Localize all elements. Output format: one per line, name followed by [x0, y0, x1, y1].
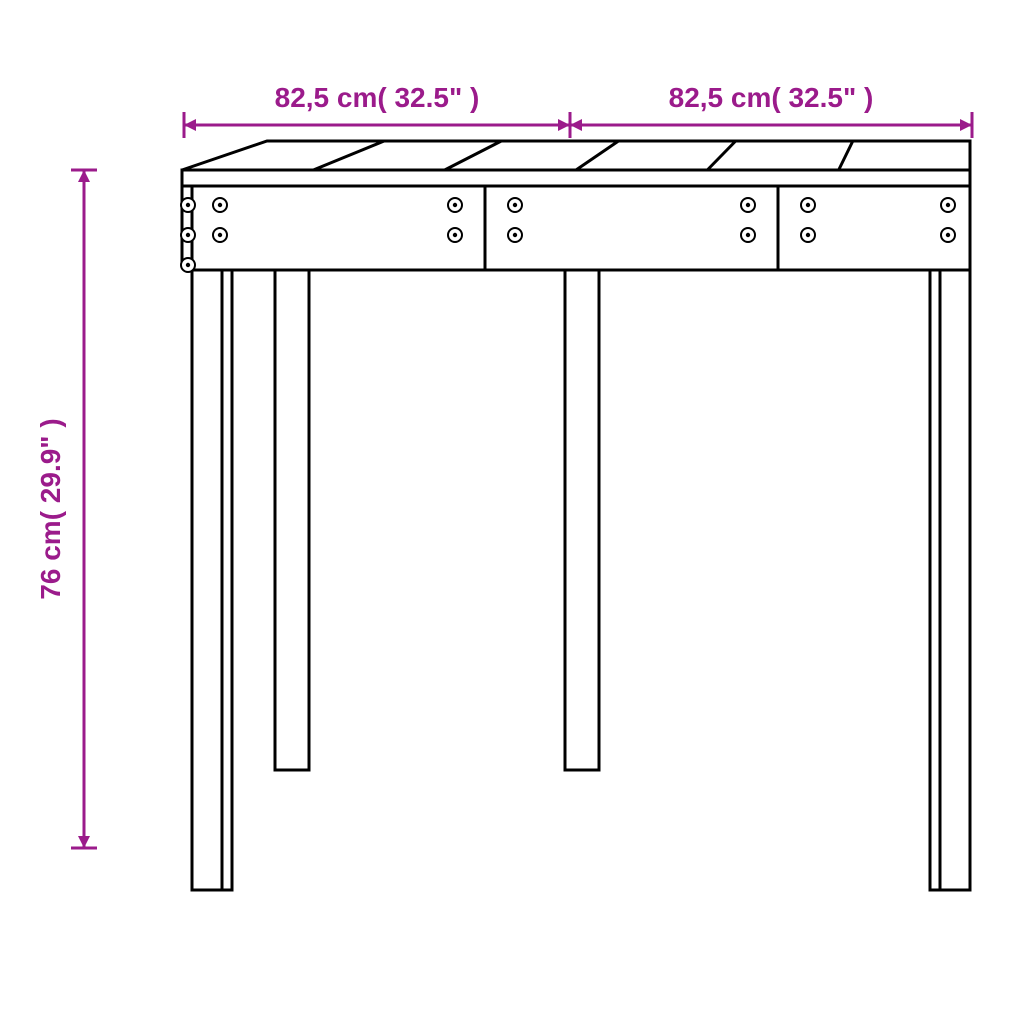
screw-center — [806, 233, 810, 237]
screw-center — [513, 233, 517, 237]
screw-center — [218, 203, 222, 207]
arrowhead — [570, 119, 582, 131]
screw-center — [746, 203, 750, 207]
screw-center — [946, 203, 950, 207]
dimension-diagram: 82,5 cm( 32.5" ) 82,5 cm( 32.5" ) 76 cm( 2… — [0, 0, 1024, 1024]
screw-center — [453, 203, 457, 207]
screw-center — [218, 233, 222, 237]
tabletop-edge — [182, 170, 970, 186]
screw-center — [946, 233, 950, 237]
arrowhead — [78, 836, 90, 848]
dim-width-label: 82,5 cm( 32.5" ) — [275, 82, 480, 113]
screw-center — [186, 263, 190, 267]
leg-front-right — [930, 270, 970, 890]
screw-center — [806, 203, 810, 207]
screw-center — [186, 233, 190, 237]
dim-height-label: 76 cm( 29.9" ) — [35, 418, 66, 599]
arrowhead — [558, 119, 570, 131]
arrowhead — [78, 170, 90, 182]
dim-depth-label: 82,5 cm( 32.5" ) — [669, 82, 874, 113]
screw-center — [453, 233, 457, 237]
arrowhead — [960, 119, 972, 131]
screw-center — [746, 233, 750, 237]
arrowhead — [184, 119, 196, 131]
leg-back-left — [275, 270, 309, 770]
leg-center — [565, 270, 599, 770]
leg-front-left — [192, 270, 232, 890]
screw-center — [186, 203, 190, 207]
apron-front — [192, 186, 970, 270]
screw-center — [513, 203, 517, 207]
